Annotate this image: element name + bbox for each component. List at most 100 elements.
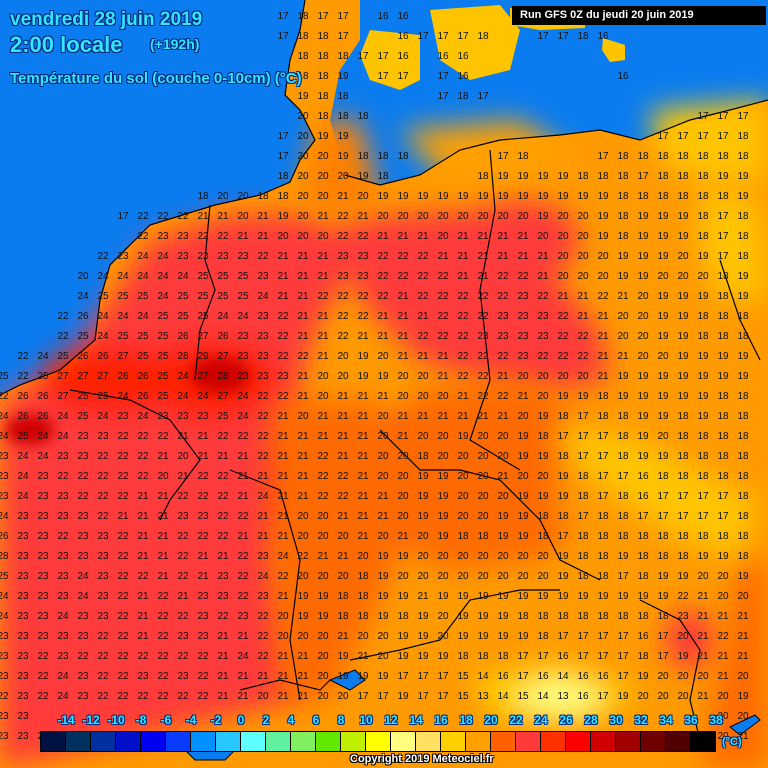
grid-value: 22: [337, 211, 349, 222]
grid-value: 18: [697, 431, 709, 442]
grid-value: 23: [177, 251, 189, 262]
grid-value: 18: [657, 551, 669, 562]
grid-value: 18: [617, 411, 629, 422]
grid-value: 22: [177, 531, 189, 542]
grid-value: 21: [297, 311, 309, 322]
grid-value: 17: [277, 11, 289, 22]
grid-value: 24: [97, 271, 109, 282]
grid-value: 18: [677, 471, 689, 482]
grid-value: 17: [697, 111, 709, 122]
grid-value: 19: [677, 311, 689, 322]
grid-value: 20: [737, 711, 749, 722]
grid-value: 17: [357, 691, 369, 702]
grid-value: 21: [357, 651, 369, 662]
legend-swatch: [566, 732, 591, 751]
grid-value: 20: [457, 471, 469, 482]
grid-value: 22: [557, 331, 569, 342]
grid-value: 21: [337, 391, 349, 402]
grid-value: 18: [497, 651, 509, 662]
grid-value: 17: [557, 31, 569, 42]
legend-swatch: [316, 732, 341, 751]
grid-value: 21: [377, 331, 389, 342]
grid-value: 24: [177, 371, 189, 382]
grid-value: 23: [237, 371, 249, 382]
grid-value: 17: [597, 451, 609, 462]
grid-value: 21: [257, 671, 269, 682]
grid-value: 20: [297, 171, 309, 182]
grid-value: 18: [677, 171, 689, 182]
grid-value: 21: [297, 391, 309, 402]
grid-value: 20: [417, 531, 429, 542]
grid-value: 23: [237, 611, 249, 622]
grid-value: 23: [17, 571, 29, 582]
lake-balaton: [729, 714, 761, 736]
grid-value: 23: [17, 671, 29, 682]
grid-value: 20: [577, 371, 589, 382]
legend-swatch: [291, 732, 316, 751]
legend-tick-label: -4: [185, 713, 197, 727]
grid-value: 19: [317, 611, 329, 622]
grid-value: 20: [497, 211, 509, 222]
grid-value: 23: [117, 411, 129, 422]
grid-value: 22: [297, 551, 309, 562]
grid-value: 20: [737, 591, 749, 602]
grid-value: 21: [157, 451, 169, 462]
grid-value: 20: [717, 711, 729, 722]
grid-value: 20: [477, 451, 489, 462]
grid-value: 23: [257, 591, 269, 602]
grid-value: 19: [697, 251, 709, 262]
grid-value: 22: [677, 591, 689, 602]
grid-value: 19: [377, 371, 389, 382]
grid-value: 22: [277, 331, 289, 342]
grid-value: 21: [577, 311, 589, 322]
grid-value: 23: [197, 611, 209, 622]
grid-value: 21: [697, 691, 709, 702]
grid-value: 20: [277, 231, 289, 242]
grid-value: 21: [217, 691, 229, 702]
grid-value: 19: [557, 491, 569, 502]
grid-value: 15: [517, 691, 529, 702]
grid-value: 23: [0, 491, 9, 502]
grid-value: 21: [317, 271, 329, 282]
grid-value: 19: [297, 611, 309, 622]
grid-value: 17: [577, 411, 589, 422]
grid-value: 24: [237, 651, 249, 662]
grid-value: 19: [417, 651, 429, 662]
grid-value: 22: [177, 611, 189, 622]
grid-value: 17: [717, 491, 729, 502]
legend-tick-label: 18: [459, 713, 473, 727]
grid-value: 23: [197, 511, 209, 522]
grid-value: 22: [257, 431, 269, 442]
grid-value: 18: [277, 191, 289, 202]
grid-value: 22: [577, 331, 589, 342]
grid-value: 17: [597, 431, 609, 442]
grid-value: 24: [0, 511, 9, 522]
grid-value: 19: [577, 191, 589, 202]
grid-value: 19: [477, 191, 489, 202]
grid-value: 19: [417, 491, 429, 502]
grid-value: 19: [737, 691, 749, 702]
grid-value: 17: [657, 631, 669, 642]
grid-value: 24: [177, 391, 189, 402]
grid-value: 18: [277, 171, 289, 182]
legend-tick-label: 6: [312, 713, 320, 727]
grid-value: 23: [257, 551, 269, 562]
grid-value: 18: [457, 651, 469, 662]
grid-value: 17: [617, 671, 629, 682]
island-bornholm: [602, 38, 625, 62]
grid-value: 28: [177, 351, 189, 362]
grid-value: 19: [497, 611, 509, 622]
grid-value: 18: [737, 451, 749, 462]
grid-value: 25: [157, 311, 169, 322]
grid-value: 21: [297, 331, 309, 342]
legend-swatch: [641, 732, 666, 751]
grid-value: 17: [657, 131, 669, 142]
grid-value: 19: [557, 191, 569, 202]
grid-value: 18: [577, 611, 589, 622]
grid-value: 22: [97, 651, 109, 662]
grid-value: 18: [377, 151, 389, 162]
grid-value: 20: [437, 431, 449, 442]
grid-value: 24: [157, 271, 169, 282]
grid-value: 22: [477, 311, 489, 322]
grid-value: 17: [717, 111, 729, 122]
